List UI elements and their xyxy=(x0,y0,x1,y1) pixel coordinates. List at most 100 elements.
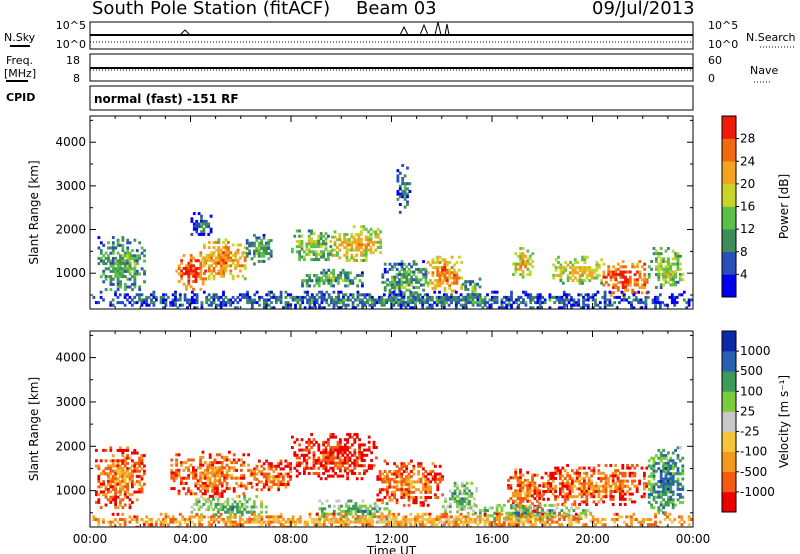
velocity-cell xyxy=(619,487,622,491)
velocity-cell xyxy=(289,475,292,479)
velocity-cell xyxy=(119,503,122,507)
velocity-cell xyxy=(272,470,276,473)
power-cell xyxy=(294,295,297,299)
velocity-echo-region xyxy=(92,512,693,527)
power-cell xyxy=(123,295,127,299)
power-cell xyxy=(234,259,237,263)
power-cell xyxy=(195,306,199,309)
power-cell xyxy=(438,281,442,285)
power-cell xyxy=(654,301,657,305)
velocity-cell xyxy=(207,523,211,527)
power-cell xyxy=(606,303,609,307)
velocity-cell xyxy=(407,488,411,492)
power-cell xyxy=(119,275,122,279)
velocity-cell xyxy=(393,470,396,473)
power-cell xyxy=(104,277,108,281)
power-cell xyxy=(315,293,319,297)
velocity-cell xyxy=(201,481,205,485)
velocity-cell xyxy=(584,509,588,513)
velocity-cell xyxy=(547,497,550,501)
velocity-cell xyxy=(237,458,241,462)
power-cell xyxy=(130,303,134,307)
power-cell xyxy=(372,230,375,234)
velocity-cell xyxy=(206,474,210,478)
power-cell xyxy=(638,286,642,290)
velocity-cell xyxy=(95,493,98,497)
power-cell xyxy=(570,306,573,309)
velocity-cell xyxy=(674,464,677,468)
power-cell xyxy=(207,253,211,257)
velocity-cell xyxy=(514,507,518,511)
velocity-cell xyxy=(317,461,321,465)
velocity-cell xyxy=(307,451,311,455)
velocity-cell xyxy=(619,492,622,496)
velocity-cell xyxy=(220,468,224,472)
power-echo-region xyxy=(175,251,207,291)
power-cell xyxy=(217,246,221,250)
velocity-cell xyxy=(361,509,365,513)
power-cell xyxy=(303,306,307,309)
power-cell xyxy=(260,295,264,299)
power-cell xyxy=(445,276,449,280)
power-cell xyxy=(217,261,221,265)
colorbar-swatch xyxy=(722,229,736,253)
power-cell xyxy=(395,280,399,284)
power-cell xyxy=(381,273,385,277)
velocity-cell xyxy=(298,456,301,460)
power-cell xyxy=(630,301,633,305)
velocity-cell xyxy=(519,481,522,485)
velocity-cell xyxy=(454,515,458,519)
velocity-cell xyxy=(213,487,217,491)
velocity-cell xyxy=(216,461,219,465)
velocity-cell xyxy=(366,507,370,511)
velocity-cell xyxy=(372,440,376,444)
power-cell xyxy=(131,249,134,253)
power-cell xyxy=(608,301,612,305)
power-cell xyxy=(114,275,118,279)
power-cell xyxy=(97,256,101,260)
velocity-cell xyxy=(116,495,120,499)
velocity-cell xyxy=(460,484,464,488)
velocity-cell xyxy=(450,515,453,519)
velocity-cell xyxy=(531,484,534,488)
power-cell xyxy=(565,295,569,299)
power-cell xyxy=(637,298,641,302)
power-cell xyxy=(210,301,213,305)
power-cell xyxy=(330,295,333,299)
power-cell xyxy=(203,256,206,260)
power-cell xyxy=(250,303,254,307)
velocity-cell xyxy=(242,461,246,465)
velocity-cell xyxy=(667,464,670,468)
velocity-cell xyxy=(562,503,566,507)
power-cell xyxy=(346,276,350,280)
velocity-cell xyxy=(99,485,103,489)
velocity-cell xyxy=(590,474,593,478)
velocity-cell xyxy=(255,464,259,468)
power-cell xyxy=(195,298,199,302)
velocity-cell xyxy=(260,518,264,521)
power-cell xyxy=(541,295,545,299)
velocity-cell xyxy=(147,523,151,527)
velocity-cell xyxy=(407,493,411,497)
power-cell xyxy=(322,252,325,256)
velocity-cell xyxy=(580,490,584,493)
power-cell xyxy=(554,258,558,262)
power-cell xyxy=(603,295,607,299)
velocity-cell xyxy=(253,515,257,519)
power-cell xyxy=(246,301,249,305)
velocity-cell xyxy=(131,472,134,476)
velocity-cell xyxy=(229,512,233,516)
power-cell xyxy=(116,280,120,284)
velocity-cell xyxy=(348,459,352,462)
power-cell xyxy=(380,295,384,299)
velocity-cell xyxy=(315,518,319,521)
power-cell xyxy=(369,240,373,244)
power-cell xyxy=(205,256,209,260)
velocity-cell xyxy=(324,446,328,449)
velocity-cell xyxy=(279,462,283,466)
power-cell xyxy=(197,272,200,276)
power-cell xyxy=(454,301,458,305)
velocity-cell xyxy=(344,502,348,506)
power-cell xyxy=(624,288,627,292)
power-cell xyxy=(398,270,401,274)
